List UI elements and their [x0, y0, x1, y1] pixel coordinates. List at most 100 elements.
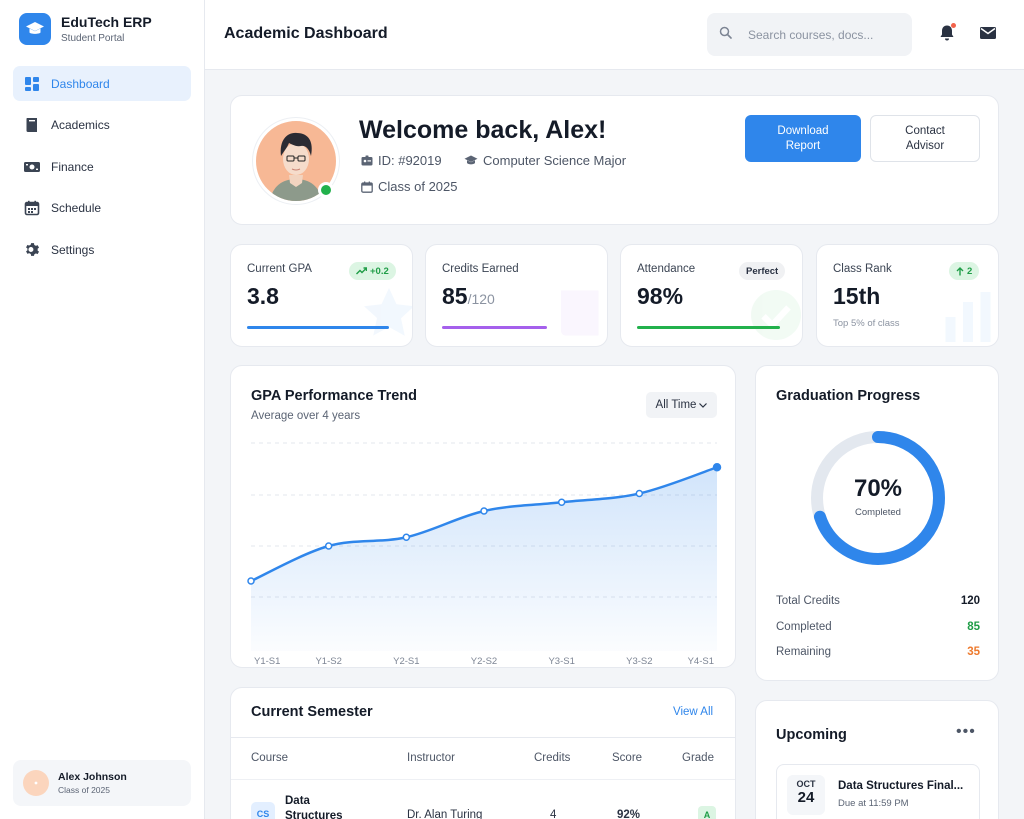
- money-icon: [23, 158, 41, 176]
- gpa-trend-card: Y1-S1 Y1-S2 Y2-S1 Y2-S2 Y3-S1 Y3-S2 Y4-S1 GPA …: [230, 365, 736, 668]
- gpa-area-fill: [251, 467, 717, 651]
- gpa-data-point[interactable]: [324, 542, 333, 550]
- grade-badge: A: [698, 806, 716, 819]
- student-id: ID: #92019: [361, 153, 442, 168]
- graduation-cap-icon: [464, 155, 478, 166]
- stat-suffix: /120: [467, 291, 495, 307]
- brand[interactable]: EduTech ERP Student Portal: [19, 13, 152, 45]
- dashboard-icon: [23, 75, 41, 93]
- download-report-button[interactable]: Download Report: [745, 115, 861, 162]
- top-header: Academic Dashboard: [205, 0, 1024, 70]
- attendance-badge: Perfect: [739, 262, 786, 280]
- event-month: OCT: [796, 779, 816, 789]
- stat-card-credits: Credits Earned 85/120: [425, 244, 608, 347]
- donut-progress-arc: [811, 431, 945, 565]
- user-card[interactable]: Alex Johnson Class of 2025: [13, 760, 191, 806]
- stat-label: Attendance: [637, 263, 696, 275]
- sidebar-item-dashboard[interactable]: Dashboard: [13, 66, 191, 101]
- student-class-text: Class of 2025: [378, 179, 458, 194]
- notification-dot: [951, 23, 956, 28]
- row-value: 35: [967, 646, 980, 658]
- sidebar-item-label: Schedule: [51, 201, 102, 215]
- sidebar-nav: Dashboard Academics Finance Schedule Set…: [13, 66, 191, 274]
- gpa-data-point[interactable]: [557, 498, 566, 506]
- divider: [231, 737, 735, 738]
- sidebar: EduTech ERP Student Portal Dashboard Aca…: [0, 0, 205, 819]
- gpa-data-point[interactable]: [712, 463, 722, 472]
- page-title: Academic Dashboard: [224, 25, 388, 42]
- current-semester-card: Current Semester View All Course Instruc…: [230, 687, 736, 819]
- profile-card: Welcome back, Alex! ID: #92019 Computer …: [230, 95, 999, 225]
- gpa-data-point[interactable]: [247, 577, 255, 585]
- gpa-data-point[interactable]: [480, 507, 488, 515]
- star-watermark-icon: [364, 288, 412, 336]
- user-class: Class of 2025: [58, 785, 110, 795]
- stat-card-attendance: Attendance Perfect 98%: [620, 244, 803, 347]
- calendar-icon: [23, 199, 41, 217]
- instructor-name: Dr. Alan Turing: [407, 809, 483, 819]
- gpa-data-point[interactable]: [635, 489, 644, 498]
- gpa-card-title: GPA Performance Trend: [251, 388, 417, 404]
- graduation-donut-chart: [811, 431, 945, 565]
- search-box: [707, 13, 912, 56]
- sidebar-item-label: Finance: [51, 159, 94, 174]
- sidebar-item-schedule[interactable]: Schedule: [13, 191, 191, 226]
- upcoming-card-title: Upcoming: [776, 727, 847, 743]
- search-input[interactable]: [748, 27, 888, 42]
- row-value: 120: [960, 595, 980, 607]
- row-value: 85: [967, 621, 980, 633]
- view-all-link[interactable]: View All: [673, 706, 714, 718]
- trend-up-icon: [356, 267, 367, 275]
- course-name: Data Structures: [285, 795, 343, 819]
- badge-text: +0.2: [370, 265, 389, 277]
- remaining-credits-row: Remaining 35: [776, 646, 980, 658]
- credits-progress-bar: [442, 326, 548, 329]
- contact-advisor-button[interactable]: Contact Advisor: [870, 115, 980, 162]
- mail-icon[interactable]: [977, 22, 999, 44]
- student-major-text: Computer Science Major: [483, 153, 627, 168]
- graduation-card-title: Graduation Progress: [776, 388, 921, 404]
- book-watermark-icon: [561, 290, 599, 336]
- row-label: Total Credits: [776, 595, 840, 607]
- event-subtitle: Due at 11:59 PM: [838, 798, 909, 809]
- graduation-progress-card: Graduation Progress 70% Completed Total …: [755, 365, 999, 681]
- book-icon: [23, 116, 41, 134]
- notification-bell-icon[interactable]: [936, 22, 958, 44]
- calendar-icon: [361, 181, 373, 193]
- stat-number: 85: [442, 283, 468, 309]
- column-header-grade: Grade: [682, 752, 714, 764]
- stat-label: Class Rank: [833, 263, 892, 275]
- time-filter-dropdown[interactable]: All Time: [646, 392, 717, 418]
- brand-title: EduTech ERP: [61, 13, 152, 30]
- sidebar-item-finance[interactable]: Finance: [13, 149, 191, 184]
- course-score: 92%: [617, 809, 641, 819]
- graduation-percent-label: Completed: [855, 507, 901, 518]
- sidebar-item-academics[interactable]: Academics: [13, 108, 191, 143]
- graduation-percent: 70%: [853, 475, 903, 502]
- x-tick-label: Y3-S2: [626, 656, 652, 667]
- arrow-up-icon: [956, 266, 964, 275]
- stat-label: Current GPA: [247, 263, 312, 275]
- semester-card-title: Current Semester: [251, 704, 373, 720]
- stat-label: Credits Earned: [442, 263, 519, 275]
- x-tick-label: Y2-S2: [471, 656, 497, 667]
- stat-value: 85/120: [442, 283, 495, 310]
- upcoming-event[interactable]: OCT 24 Data Structures Final... Due at 1…: [776, 764, 980, 819]
- gpa-data-point[interactable]: [402, 533, 411, 541]
- column-header-score: Score: [612, 752, 643, 764]
- column-header-credits: Credits: [534, 752, 571, 764]
- welcome-heading: Welcome back, Alex!: [359, 116, 607, 144]
- stat-value: 3.8: [247, 283, 279, 309]
- event-day: 24: [797, 789, 815, 806]
- divider: [231, 779, 735, 780]
- badge-text: 2: [967, 265, 973, 277]
- x-tick-label: Y2-S1: [393, 656, 419, 667]
- sidebar-item-settings[interactable]: Settings: [13, 232, 191, 267]
- more-options-icon[interactable]: •••: [956, 723, 976, 740]
- upcoming-card: Upcoming ••• OCT 24 Data Structures Fina…: [755, 700, 999, 819]
- event-date: OCT 24: [787, 775, 825, 815]
- student-class: Class of 2025: [361, 179, 458, 194]
- graduation-cap-icon: [19, 13, 51, 45]
- x-tick-label: Y3-S1: [548, 656, 574, 667]
- x-tick-label: Y4-S1: [688, 656, 714, 667]
